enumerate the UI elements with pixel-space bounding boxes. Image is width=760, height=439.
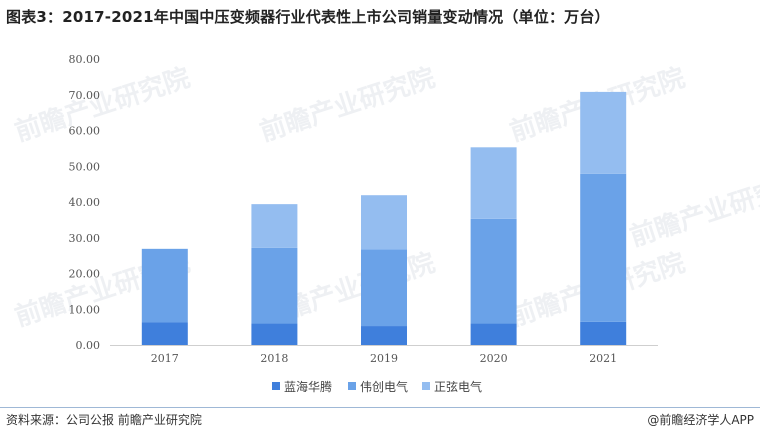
bar-segment (580, 173, 627, 322)
y-tick-label: 40.00 (69, 196, 101, 209)
legend-label: 蓝海华腾 (284, 379, 332, 394)
chart-title: 图表3：2017-2021年中国中压变频器行业代表性上市公司销量变动情况（单位：… (6, 8, 610, 26)
y-tick-label: 60.00 (69, 125, 101, 138)
source-note: 资料来源：公司公报 前瞻产业研究院 (6, 413, 202, 427)
footer-divider (0, 407, 760, 408)
bar-segment (141, 248, 188, 323)
bar-segment (361, 195, 407, 250)
x-tick-label: 2018 (260, 352, 288, 365)
legend-swatch (348, 382, 356, 390)
y-tick-label: 0.00 (76, 339, 101, 352)
x-tick-label: 2019 (370, 352, 398, 365)
legend-label: 伟创电气 (360, 379, 408, 394)
watermark-text: 前瞻产业研究院 (626, 167, 760, 253)
bar-segment (580, 91, 627, 174)
y-tick-label: 50.00 (69, 160, 101, 173)
bar-segment (251, 204, 298, 248)
brand-label: @前瞻经济学人APP (647, 413, 754, 427)
watermark-text: 前瞻产业研究院 (256, 62, 439, 148)
bar-segment (251, 323, 298, 345)
bar-segment (361, 326, 407, 345)
y-tick-label: 30.00 (69, 232, 101, 245)
watermark-text: 前瞻产业研究院 (11, 62, 194, 148)
plot-area: 0.00 10.00 20.00 30.00 40.00 50.00 60.00 70.00 8… (69, 53, 658, 365)
legend-label: 正弦电气 (434, 379, 482, 394)
bar-segment (251, 247, 298, 324)
y-tick-label: 10.00 (69, 303, 101, 316)
bar-segment (470, 323, 517, 345)
bar-segment (361, 249, 407, 327)
bar-segment (580, 321, 627, 345)
bar-segment (470, 147, 517, 219)
stacked-bar-chart: 前瞻产业研究院前瞻产业研究院前瞻产业研究院前瞻产业研究院前瞻产业研究院前瞻产业研… (11, 53, 760, 394)
y-tick-label: 70.00 (69, 89, 101, 102)
legend: 蓝海华腾 伟创电气 正弦电气 (272, 379, 482, 394)
y-tick-label: 80.00 (69, 53, 101, 66)
x-tick-label: 2020 (480, 352, 508, 365)
y-tick-label: 20.00 (69, 268, 101, 281)
x-tick-label: 2021 (589, 352, 617, 365)
legend-swatch (272, 382, 280, 390)
x-tick-label: 2017 (151, 352, 179, 365)
legend-swatch (422, 382, 430, 390)
bar-segment (470, 218, 517, 324)
bar-segment (141, 322, 188, 345)
